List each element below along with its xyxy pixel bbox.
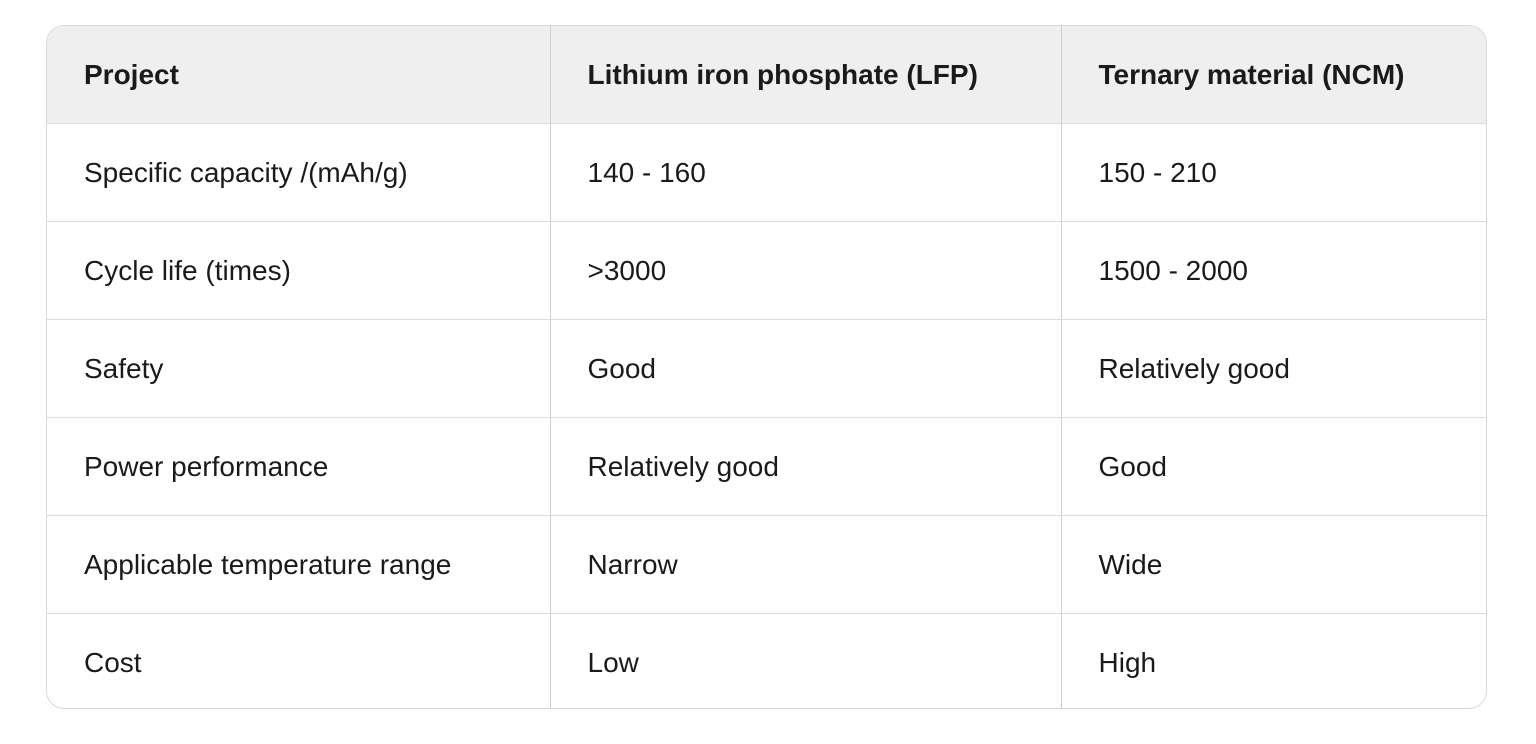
table-cell: Relatively good [550,417,1062,516]
table-cell: High [1098,646,1157,678]
table-cell: Safety [47,319,551,418]
table-row: Applicable temperature range Narrow Wide [47,515,1486,614]
table-cell: 150 - 210 [1061,123,1486,222]
table-cell: >3000 [550,221,1062,320]
table-cell: Wide [1061,515,1486,614]
table-cell: Good [1061,417,1486,516]
table-row: Cycle life (times) >3000 1500 - 2000 [47,221,1486,320]
table-cell: 1500 - 2000 [1061,221,1486,320]
header-row: Project Lithium iron phosphate (LFP) Terna… [47,26,1486,124]
table-cell: Good [550,319,1062,418]
table-cell: Narrow [550,515,1062,614]
table-row: Specific capacity /(mAh/g) 140 - 160 150 -… [47,123,1486,222]
table-cell: Power performance [47,417,551,516]
table-cell: Cost [47,613,551,708]
table-cell: 140 - 160 [550,123,1062,222]
header-cell: Ternary material (NCM) [1061,26,1486,124]
table-container: Project Lithium iron phosphate (LFP) Terna… [46,25,1487,709]
table-cell: Cycle life (times) [47,221,551,320]
table-row: Power performance Relatively good Good [47,417,1486,516]
table-body: Specific capacity /(mAh/g) 140 - 160 150 -… [47,123,1486,708]
table-cell: Low [550,613,1062,708]
header-cell: Lithium iron phosphate (LFP) [550,26,1062,124]
table-row: Cost Low High [47,613,1486,708]
header-cell: Project [47,26,551,124]
comparison-table: Project Lithium iron phosphate (LFP) Terna… [47,26,1486,708]
table-row: Safety Good Relatively good [47,319,1486,418]
table-cell: Relatively good [1061,319,1486,418]
table-cell: Specific capacity /(mAh/g) [47,123,551,222]
table-cell: Applicable temperature range [47,515,551,614]
